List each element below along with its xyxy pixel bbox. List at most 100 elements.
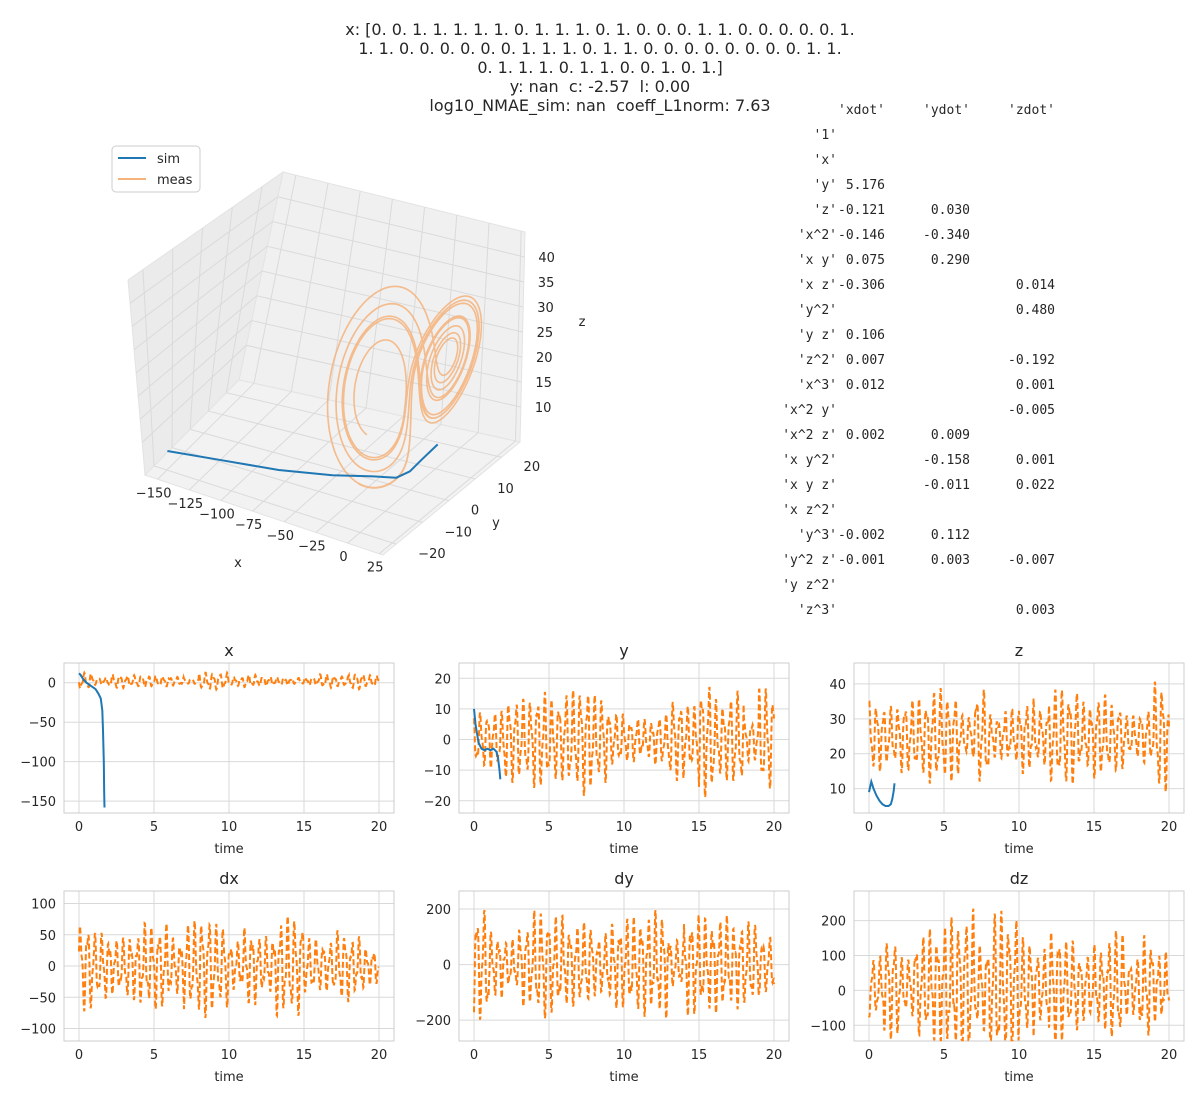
x-tick-label: 5 bbox=[150, 1048, 158, 1063]
coefficient-row: 'x^3' 0.012 0.001 bbox=[760, 373, 1160, 398]
x-tick-label: 15 bbox=[1086, 820, 1103, 835]
x-tick-label: 20 bbox=[766, 1048, 783, 1063]
y-tick-label: −50 bbox=[29, 716, 56, 731]
coefficient-value: 0.009 bbox=[930, 428, 970, 443]
subplot-3d: −150−125−100−75−50−25025−20−100102010152… bbox=[111, 145, 586, 576]
plot-frame bbox=[853, 662, 1185, 814]
x-gridline bbox=[157, 175, 297, 480]
y-tick-label: 200 bbox=[426, 903, 451, 918]
subplot-z: 0 5 10 15 20 40 30 20 10 z time bbox=[829, 641, 1185, 857]
term-label: 'y^2 z' bbox=[782, 553, 837, 568]
y-tick-label: 30 bbox=[829, 713, 846, 728]
y-tick-label: 10 bbox=[434, 703, 451, 718]
z-tick-label: 10 bbox=[535, 401, 552, 416]
y-tick-label: 20 bbox=[524, 460, 541, 475]
title-line: y: nan c: -2.57 l: 0.00 bbox=[509, 77, 691, 96]
y-tick-label: −50 bbox=[29, 991, 56, 1006]
x-tick-label: 5 bbox=[545, 820, 553, 835]
coefficient-row: 'x y' 0.075 0.290 bbox=[760, 248, 1160, 273]
term-label: 'y z' bbox=[797, 328, 837, 343]
y-tick-label: 10 bbox=[497, 482, 514, 497]
column-header: 'xdot' bbox=[838, 103, 885, 118]
coefficient-row: 'y^2 z' -0.001 0.003 -0.007 bbox=[760, 548, 1160, 573]
coefficient-value: 0.022 bbox=[1015, 478, 1055, 493]
x-gridline bbox=[252, 199, 393, 512]
plot-frame bbox=[853, 890, 1185, 1042]
y-tick-label: 100 bbox=[31, 898, 56, 913]
z-tick-label: 35 bbox=[538, 276, 555, 291]
coefficient-row: 'x^2' -0.146 -0.340 bbox=[760, 223, 1160, 248]
x-tick-label: 15 bbox=[296, 1048, 313, 1063]
subplot-dx: 0 5 10 15 20 100 50 0 −50 −100 dx time bbox=[20, 869, 395, 1085]
plot-frame bbox=[63, 662, 395, 814]
y-tick-label: −20 bbox=[424, 795, 451, 810]
title-line: log10_NMAE_sim: nan coeff_L1norm: 7.63 bbox=[429, 96, 771, 115]
title-line: 0. 1. 1. 1. 0. 1. 1. 0. 0. 1. 0. 1.] bbox=[477, 58, 723, 77]
plot-frame bbox=[458, 890, 790, 1042]
term-label: 'z^3' bbox=[797, 603, 837, 618]
x-gridline bbox=[188, 183, 329, 491]
term-label: 'z' bbox=[813, 203, 837, 218]
x-tick-label: 15 bbox=[296, 820, 313, 835]
y-tick-label: 20 bbox=[829, 748, 846, 763]
sim-3d-line bbox=[167, 443, 439, 479]
x-gridline bbox=[347, 223, 490, 544]
x-tick-label: 0 bbox=[470, 1048, 478, 1063]
x-tick-label: 0 bbox=[470, 820, 478, 835]
z-axis-label: z bbox=[579, 315, 586, 330]
coefficient-row: 'y^2' 0.480 bbox=[760, 298, 1160, 323]
coefficient-value: -0.011 bbox=[923, 478, 970, 493]
z-tick-label: 25 bbox=[537, 326, 554, 341]
y-tick-label: 0 bbox=[48, 677, 56, 692]
x-axis-label: time bbox=[214, 1070, 243, 1085]
y-tick-label: −100 bbox=[20, 756, 56, 771]
y-tick-label: 50 bbox=[39, 929, 56, 944]
coefficient-value: 0.003 bbox=[1015, 603, 1055, 618]
coefficient-value: -0.158 bbox=[923, 453, 970, 468]
figure-title: x: [0. 0. 1. 1. 1. 1. 1. 0. 1. 1. 1. 0. … bbox=[250, 20, 950, 115]
coefficient-value: -0.005 bbox=[1008, 403, 1055, 418]
term-label: 'y' bbox=[813, 178, 837, 193]
x-tick-label: 10 bbox=[616, 1048, 633, 1063]
meas-line bbox=[473, 686, 775, 798]
meas-line bbox=[868, 908, 1170, 1043]
y-tick-label: 0 bbox=[471, 504, 479, 519]
meas-line bbox=[473, 909, 775, 1020]
coefficient-value: 5.176 bbox=[845, 178, 885, 193]
coefficient-value: -0.007 bbox=[1008, 553, 1055, 568]
coefficient-value: -0.121 bbox=[838, 203, 885, 218]
coefficient-value: 0.075 bbox=[845, 253, 885, 268]
z-gridline bbox=[129, 196, 525, 304]
term-label: '1' bbox=[813, 128, 837, 143]
coefficient-row: 'x' bbox=[760, 148, 1160, 173]
coefficient-row: 'x^2 y' -0.005 bbox=[760, 398, 1160, 423]
term-label: 'x y' bbox=[797, 253, 837, 268]
z-gridline bbox=[137, 295, 523, 397]
coefficient-value: 0.014 bbox=[1015, 278, 1055, 293]
coefficient-value: 0.001 bbox=[1015, 453, 1055, 468]
y-tick-label: −20 bbox=[418, 547, 445, 562]
title-line: 1. 1. 0. 0. 0. 0. 0. 0. 1. 1. 1. 0. 1. 1… bbox=[358, 39, 842, 58]
y-tick-label: −10 bbox=[424, 764, 451, 779]
term-label: 'x^2 z' bbox=[782, 428, 837, 443]
x-tick-label: 20 bbox=[371, 1048, 388, 1063]
z-gridline bbox=[135, 270, 523, 374]
subplot-dy: 0 5 10 15 20 200 0 −200 dy time bbox=[415, 869, 790, 1085]
x-axis-label: x bbox=[234, 556, 242, 571]
subplot-x: 0 5 10 15 20 0 −50 −100 −150 x time bbox=[20, 641, 395, 857]
term-label: 'z^2' bbox=[797, 353, 837, 368]
term-label: 'x z^2' bbox=[782, 503, 837, 518]
coefficient-row: 'x z' -0.306 0.014 bbox=[760, 273, 1160, 298]
x-tick-label: 15 bbox=[691, 820, 708, 835]
x-axis-label: time bbox=[609, 1070, 638, 1085]
x-gridline bbox=[315, 215, 458, 533]
coefficient-row: 'z^3' 0.003 bbox=[760, 598, 1160, 623]
subplot-dz: 0 5 10 15 20 200 100 0 −100 dz time bbox=[810, 869, 1185, 1085]
plot-frame bbox=[458, 662, 790, 814]
y-tick-label: −100 bbox=[810, 1019, 846, 1034]
subplot-title: y bbox=[619, 641, 628, 660]
coefficient-value: 0.480 bbox=[1015, 303, 1055, 318]
x-tick-label: −125 bbox=[167, 497, 203, 512]
x-axis-label: time bbox=[1004, 842, 1033, 857]
term-label: 'y z^2' bbox=[782, 578, 837, 593]
